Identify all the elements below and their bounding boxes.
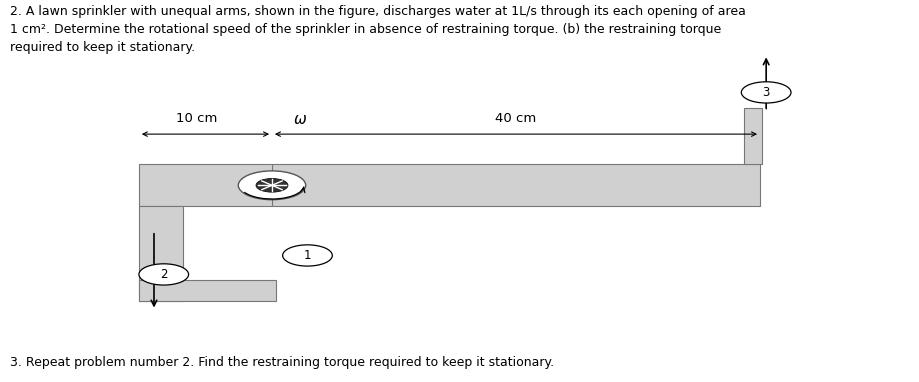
Circle shape [238, 171, 305, 200]
Text: ω: ω [294, 112, 307, 126]
Circle shape [255, 178, 288, 192]
Circle shape [139, 264, 188, 285]
Polygon shape [743, 108, 761, 165]
Text: 10 cm: 10 cm [176, 112, 217, 125]
Text: 1: 1 [303, 249, 311, 262]
Circle shape [741, 82, 790, 103]
Polygon shape [139, 280, 276, 301]
Text: 2: 2 [160, 268, 167, 281]
Polygon shape [139, 206, 183, 301]
Polygon shape [139, 165, 272, 206]
Text: 40 cm: 40 cm [494, 112, 536, 125]
Text: 3. Repeat problem number 2. Find the restraining torque required to keep it stat: 3. Repeat problem number 2. Find the res… [10, 356, 554, 369]
Polygon shape [272, 165, 759, 206]
Text: 3: 3 [762, 86, 769, 99]
Circle shape [282, 245, 332, 266]
Text: 2. A lawn sprinkler with unequal arms, shown in the figure, discharges water at : 2. A lawn sprinkler with unequal arms, s… [10, 5, 745, 54]
